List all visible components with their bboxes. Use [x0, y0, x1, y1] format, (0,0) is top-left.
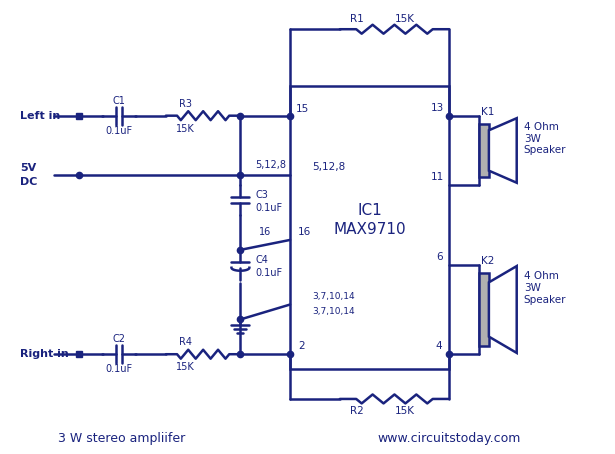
Text: 0.1uF: 0.1uF: [255, 203, 282, 213]
Text: R2: R2: [350, 406, 363, 416]
Text: Speaker: Speaker: [523, 295, 566, 305]
Bar: [479, 123, 489, 178]
Text: 13: 13: [430, 103, 444, 113]
Text: Speaker: Speaker: [523, 145, 566, 155]
Text: 5,12,8: 5,12,8: [255, 160, 286, 170]
Text: 15K: 15K: [394, 406, 415, 416]
Text: C1: C1: [113, 96, 125, 106]
Text: 5V: 5V: [20, 163, 36, 173]
Polygon shape: [489, 266, 517, 353]
Text: 4 Ohm: 4 Ohm: [523, 271, 558, 281]
Text: 3,7,10,14: 3,7,10,14: [312, 307, 355, 316]
Text: 0.1uF: 0.1uF: [106, 364, 133, 374]
Text: 15: 15: [295, 104, 309, 114]
Text: R4: R4: [179, 337, 192, 347]
Text: K1: K1: [481, 107, 494, 117]
Text: 2: 2: [299, 341, 305, 351]
Text: 5,12,8: 5,12,8: [312, 163, 345, 173]
Text: DC: DC: [20, 177, 37, 188]
Text: MAX9710: MAX9710: [333, 222, 406, 237]
Polygon shape: [489, 118, 517, 183]
Text: 3W: 3W: [523, 133, 541, 143]
Text: 15K: 15K: [177, 362, 195, 372]
Text: 3 W stereo ampliifer: 3 W stereo ampliifer: [58, 432, 184, 445]
Text: Right in: Right in: [20, 349, 68, 359]
Text: 11: 11: [430, 173, 444, 183]
Text: R1: R1: [350, 14, 363, 24]
Text: IC1: IC1: [357, 202, 382, 217]
Text: Left in: Left in: [20, 111, 60, 121]
Text: C4: C4: [255, 255, 268, 265]
Text: 3,7,10,14: 3,7,10,14: [312, 292, 355, 301]
Text: 4: 4: [436, 341, 443, 351]
Text: 15K: 15K: [177, 123, 195, 133]
Text: 0.1uF: 0.1uF: [255, 268, 282, 278]
Text: R3: R3: [179, 99, 192, 109]
Text: www.circuitstoday.com: www.circuitstoday.com: [378, 432, 521, 445]
Text: K2: K2: [481, 256, 494, 266]
Bar: [479, 273, 489, 346]
Text: 15K: 15K: [394, 14, 415, 24]
Text: 16: 16: [259, 227, 271, 237]
Text: 4 Ohm: 4 Ohm: [523, 122, 558, 132]
Text: 0.1uF: 0.1uF: [106, 126, 133, 136]
Text: 6: 6: [436, 252, 443, 262]
Text: C3: C3: [255, 190, 268, 200]
Bar: [290, 86, 449, 369]
Text: 3W: 3W: [523, 283, 541, 293]
Text: 16: 16: [298, 227, 311, 237]
Text: C2: C2: [113, 334, 125, 344]
